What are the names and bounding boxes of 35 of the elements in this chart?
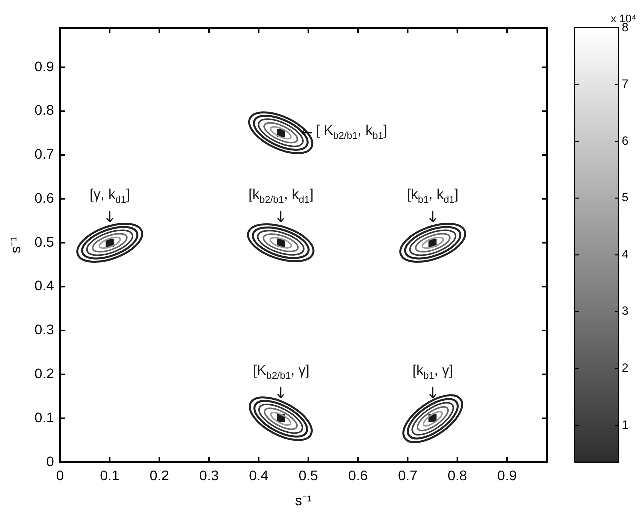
x-axis-title: s⁻¹ (295, 492, 312, 508)
x-tick-label: 0.5 (298, 468, 319, 484)
y-tick-label: 0 (46, 453, 54, 470)
annotation: [ K$_{b2/b1}$, k$_{b1}$] (316, 122, 388, 143)
x-tick-label: 0.7 (398, 468, 418, 484)
y-tick-label: 0.2 (34, 366, 54, 382)
y-tick-label: 0.9 (34, 58, 54, 74)
x-tick-label: 0.3 (200, 468, 220, 484)
x-tick-label: 0 (56, 468, 64, 484)
y-tick-label: 0.3 (34, 322, 54, 338)
y-tick-label: 0.7 (34, 146, 54, 162)
x-tick-label: 0.9 (498, 468, 518, 484)
annotation: [k$_{b2/b1}$, k$_{d1}$] (248, 186, 314, 207)
y-tick-label: 0.4 (34, 278, 54, 294)
y-tick-label: 0.1 (34, 409, 54, 426)
color-bar-label: 4 (622, 247, 629, 262)
y-tick-label: 0.8 (34, 102, 54, 118)
y-axis-title: s⁻¹ (7, 236, 24, 254)
annotation: [k$_{b1}$, k$_{d1}$] (407, 186, 459, 207)
x-tick-label: 0.2 (150, 468, 170, 484)
annotation: [K$_{b2/b1}$, γ] (253, 362, 310, 382)
color-bar-label: 5 (622, 190, 629, 205)
annotation: [k$_{b1}$, γ] (412, 362, 454, 382)
color-bar-label: 1 (622, 418, 629, 432)
color-bar-label: 6 (622, 134, 629, 148)
color-bar-label: 3 (622, 304, 629, 318)
color-bar-label: 2 (622, 361, 629, 376)
color-bar-label: 7 (622, 77, 629, 92)
x-tick-label: 0.6 (348, 468, 368, 484)
x-tick-label: 0.1 (100, 468, 120, 484)
y-tick-label: 0.6 (34, 190, 54, 206)
x-tick-label: 0.8 (448, 468, 468, 484)
y-tick-label: 0.5 (34, 234, 54, 250)
annotation: [γ, k$_{d1}$] (90, 186, 130, 207)
x-tick-label: 0.4 (249, 468, 269, 484)
